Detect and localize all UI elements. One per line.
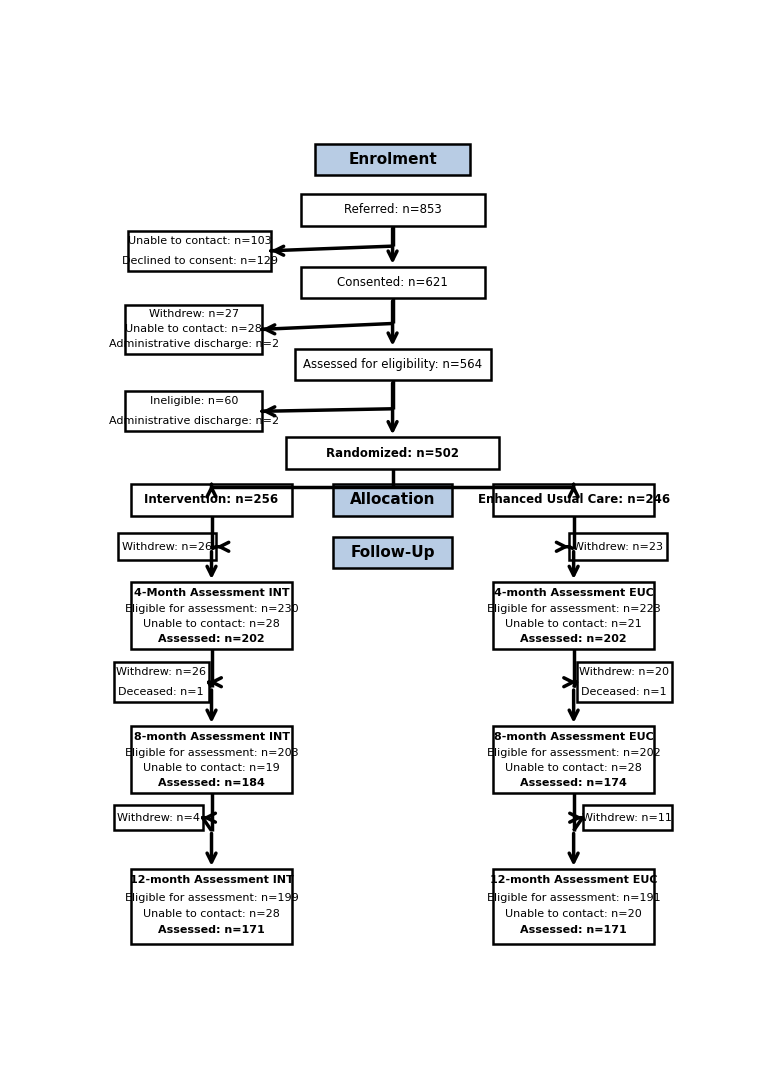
Text: Withdrew: n=11: Withdrew: n=11	[582, 812, 672, 823]
FancyBboxPatch shape	[132, 869, 292, 944]
Text: Unable to contact: n=21: Unable to contact: n=21	[506, 619, 642, 629]
FancyBboxPatch shape	[132, 725, 292, 793]
Text: 8-month Assessment INT: 8-month Assessment INT	[133, 732, 290, 742]
Text: 8-month Assessment EUC: 8-month Assessment EUC	[494, 732, 653, 742]
Text: Unable to contact: n=28: Unable to contact: n=28	[506, 762, 642, 772]
Text: Consented: n=621: Consented: n=621	[337, 276, 448, 289]
Text: Withdrew: n=26: Withdrew: n=26	[122, 542, 212, 552]
Text: Unable to contact: n=28: Unable to contact: n=28	[126, 325, 262, 334]
FancyBboxPatch shape	[569, 533, 667, 560]
FancyBboxPatch shape	[316, 143, 470, 176]
FancyBboxPatch shape	[577, 662, 672, 703]
Text: Assessed: n=174: Assessed: n=174	[520, 778, 627, 787]
Text: Assessed: n=171: Assessed: n=171	[158, 925, 265, 935]
Text: 12-month Assessment INT: 12-month Assessment INT	[129, 875, 293, 885]
Text: Enrolment: Enrolment	[349, 152, 437, 167]
Text: Eligible for assessment: n=202: Eligible for assessment: n=202	[486, 748, 660, 758]
Text: Withdrew: n=26: Withdrew: n=26	[116, 667, 206, 678]
Text: Enhanced Usual Care: n=246: Enhanced Usual Care: n=246	[477, 493, 669, 506]
Text: Eligible for assessment: n=191: Eligible for assessment: n=191	[487, 893, 660, 902]
Text: Eligible for assessment: n=230: Eligible for assessment: n=230	[125, 605, 298, 615]
Text: Intervention: n=256: Intervention: n=256	[145, 493, 279, 506]
Text: Eligible for assessment: n=199: Eligible for assessment: n=199	[125, 893, 299, 902]
FancyBboxPatch shape	[129, 230, 271, 270]
FancyBboxPatch shape	[295, 349, 490, 380]
FancyBboxPatch shape	[300, 267, 485, 299]
Text: 12-month Assessment EUC: 12-month Assessment EUC	[490, 875, 657, 885]
Text: Assessed for eligibility: n=564: Assessed for eligibility: n=564	[303, 358, 482, 371]
Text: Unable to contact: n=28: Unable to contact: n=28	[143, 619, 280, 629]
Text: Allocation: Allocation	[350, 492, 435, 507]
FancyBboxPatch shape	[493, 582, 654, 648]
Text: Assessed: n=202: Assessed: n=202	[520, 634, 627, 644]
FancyBboxPatch shape	[118, 533, 216, 560]
Text: Referred: n=853: Referred: n=853	[344, 203, 441, 216]
Text: Eligible for assessment: n=223: Eligible for assessment: n=223	[486, 605, 660, 615]
Text: Deceased: n=1: Deceased: n=1	[118, 687, 204, 697]
Text: Unable to contact: n=19: Unable to contact: n=19	[143, 762, 280, 772]
Text: Declined to consent: n=129: Declined to consent: n=129	[122, 256, 277, 266]
Text: 4-month Assessment EUC: 4-month Assessment EUC	[494, 588, 653, 597]
Text: Assessed: n=184: Assessed: n=184	[158, 778, 265, 787]
FancyBboxPatch shape	[113, 662, 208, 703]
FancyBboxPatch shape	[126, 391, 262, 431]
FancyBboxPatch shape	[493, 869, 654, 944]
Text: 4-Month Assessment INT: 4-Month Assessment INT	[134, 588, 290, 597]
Text: Eligible for assessment: n=203: Eligible for assessment: n=203	[125, 748, 298, 758]
FancyBboxPatch shape	[126, 305, 262, 354]
FancyBboxPatch shape	[300, 194, 485, 226]
FancyBboxPatch shape	[493, 725, 654, 793]
FancyBboxPatch shape	[583, 805, 672, 830]
FancyBboxPatch shape	[113, 805, 202, 830]
Text: Ineligible: n=60: Ineligible: n=60	[149, 396, 238, 406]
FancyBboxPatch shape	[132, 484, 292, 516]
Text: Withdrew: n=4: Withdrew: n=4	[116, 812, 200, 823]
FancyBboxPatch shape	[333, 536, 452, 568]
FancyBboxPatch shape	[333, 484, 452, 516]
Text: Deceased: n=1: Deceased: n=1	[581, 687, 667, 697]
FancyBboxPatch shape	[493, 484, 654, 516]
FancyBboxPatch shape	[132, 582, 292, 648]
Text: Assessed: n=171: Assessed: n=171	[520, 925, 627, 935]
Text: Withdrew: n=27: Withdrew: n=27	[149, 310, 239, 319]
Text: Withdrew: n=20: Withdrew: n=20	[579, 667, 669, 678]
Text: Follow-Up: Follow-Up	[350, 545, 435, 560]
FancyBboxPatch shape	[286, 438, 499, 469]
Text: Unable to contact: n=20: Unable to contact: n=20	[506, 909, 642, 919]
Text: Unable to contact: n=103: Unable to contact: n=103	[128, 236, 271, 245]
Text: Assessed: n=202: Assessed: n=202	[159, 634, 265, 644]
Text: Unable to contact: n=28: Unable to contact: n=28	[143, 909, 280, 919]
Text: Administrative discharge: n=2: Administrative discharge: n=2	[109, 416, 279, 427]
Text: Randomized: n=502: Randomized: n=502	[326, 446, 459, 459]
Text: Withdrew: n=23: Withdrew: n=23	[573, 542, 663, 552]
Text: Administrative discharge: n=2: Administrative discharge: n=2	[109, 340, 279, 350]
